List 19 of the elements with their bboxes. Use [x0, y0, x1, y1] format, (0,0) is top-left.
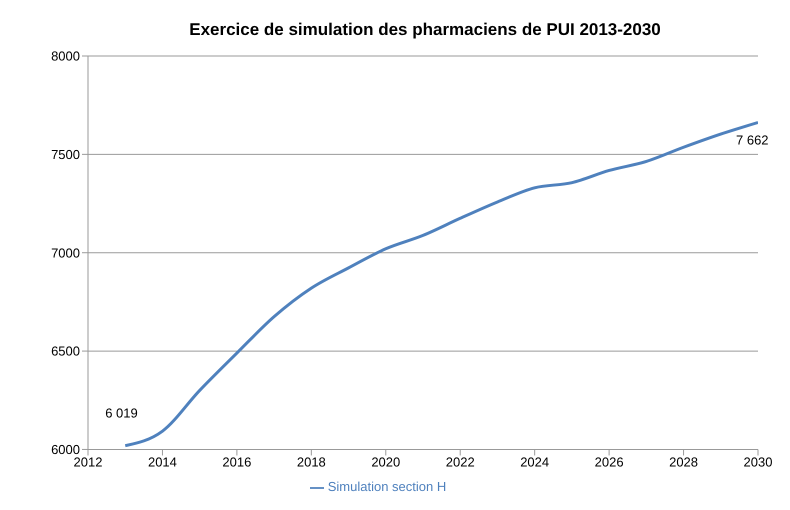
x-tick-label: 2020: [371, 454, 400, 470]
x-tick-label: 2022: [446, 454, 475, 470]
x-tick-label: 2026: [594, 454, 624, 470]
x-tick-label: 2018: [296, 454, 326, 470]
y-tick-label: 8000: [51, 48, 80, 64]
x-tick-label: 2014: [148, 454, 177, 470]
x-tick-label: 2028: [669, 454, 698, 470]
y-tick-label: 7500: [51, 146, 80, 162]
legend-label: Simulation section H: [328, 479, 446, 494]
x-tick-label: 2030: [744, 454, 772, 470]
x-tick-label: 2016: [222, 454, 252, 470]
chart-title: Exercice de simulation des pharmaciens de PUI 2013-2030: [188, 19, 662, 40]
x-tick-label: 2012: [74, 454, 102, 470]
y-tick-label: 7000: [51, 245, 80, 260]
data-label: 6 019: [105, 406, 138, 421]
x-tick-label: 2024: [520, 454, 550, 470]
y-tick-label: 6500: [51, 344, 80, 359]
data-label: 7 662: [736, 132, 769, 148]
y-tick-label: 6000: [51, 442, 80, 458]
